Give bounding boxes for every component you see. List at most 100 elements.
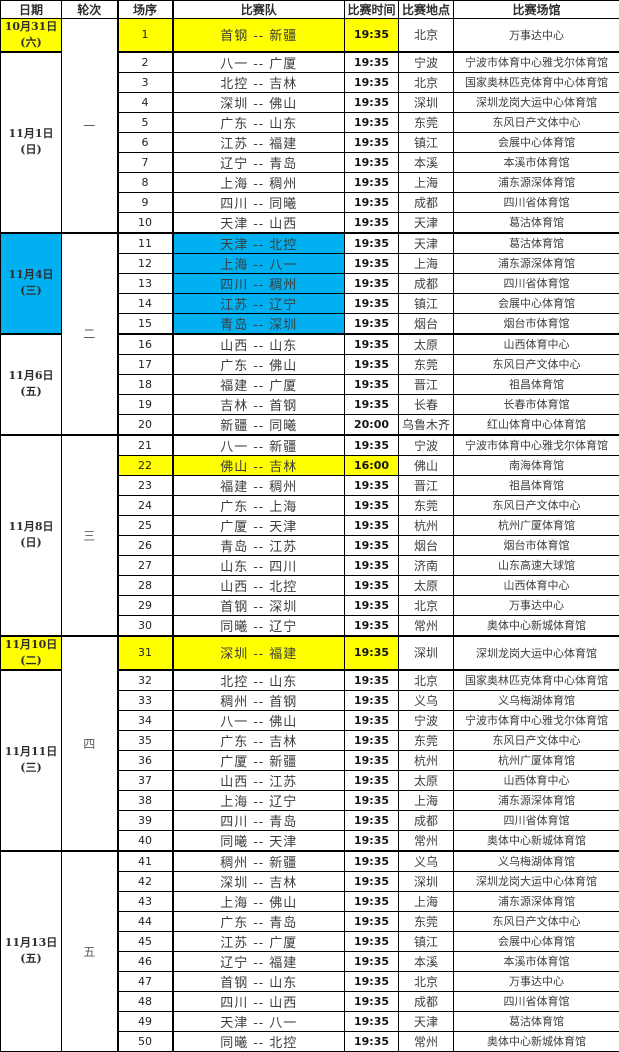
match-no-cell: 24 (118, 495, 173, 515)
time-cell: 19:35 (345, 810, 399, 830)
teams-cell: 山西 -- 北控 (173, 575, 345, 595)
match-no-cell: 4 (118, 92, 173, 112)
location-cell: 深圳 (399, 92, 454, 112)
location-cell: 晋江 (399, 374, 454, 394)
venue-cell: 国家奥林匹克体育中心体育馆 (454, 670, 619, 691)
location-cell: 上海 (399, 172, 454, 192)
teams-cell: 上海 -- 稠州 (173, 172, 345, 192)
venue-cell: 葛沽体育馆 (454, 233, 619, 254)
time-cell: 19:35 (345, 615, 399, 636)
venue-cell: 东风日产文体中心 (454, 112, 619, 132)
teams-cell: 四川 -- 青岛 (173, 810, 345, 830)
location-cell: 宁波 (399, 435, 454, 456)
time-cell: 19:35 (345, 670, 399, 691)
location-cell: 太原 (399, 770, 454, 790)
teams-cell: 福建 -- 广厦 (173, 374, 345, 394)
venue-cell: 义乌梅湖体育馆 (454, 851, 619, 872)
location-cell: 上海 (399, 891, 454, 911)
col-header-round: 轮次 (62, 1, 118, 19)
match-no-cell: 28 (118, 575, 173, 595)
teams-cell: 上海 -- 佛山 (173, 891, 345, 911)
date-cell: 11月10日(二) (1, 636, 62, 670)
location-cell: 宁波 (399, 52, 454, 73)
location-cell: 东莞 (399, 354, 454, 374)
location-cell: 烟台 (399, 535, 454, 555)
time-cell: 19:35 (345, 435, 399, 456)
venue-cell: 东风日产文体中心 (454, 354, 619, 374)
teams-cell: 青岛 -- 江苏 (173, 535, 345, 555)
date-text: 11月13日 (1, 935, 61, 951)
weekday-text: (五) (1, 951, 61, 967)
location-cell: 成都 (399, 810, 454, 830)
time-cell: 19:35 (345, 871, 399, 891)
venue-cell: 东风日产文体中心 (454, 911, 619, 931)
location-cell: 常州 (399, 1031, 454, 1051)
teams-cell: 山西 -- 山东 (173, 334, 345, 355)
location-cell: 上海 (399, 253, 454, 273)
teams-cell: 吉林 -- 首钢 (173, 394, 345, 414)
match-no-cell: 11 (118, 233, 173, 254)
location-cell: 深圳 (399, 871, 454, 891)
location-cell: 杭州 (399, 750, 454, 770)
venue-cell: 深圳龙岗大运中心体育馆 (454, 92, 619, 112)
match-no-cell: 44 (118, 911, 173, 931)
date-text: 11月8日 (1, 519, 61, 535)
venue-cell: 山西体育中心 (454, 770, 619, 790)
time-cell: 19:35 (345, 971, 399, 991)
location-cell: 常州 (399, 830, 454, 851)
match-no-cell: 48 (118, 991, 173, 1011)
match-no-cell: 12 (118, 253, 173, 273)
teams-cell: 四川 -- 山西 (173, 991, 345, 1011)
teams-cell: 江苏 -- 福建 (173, 132, 345, 152)
teams-cell: 四川 -- 同曦 (173, 192, 345, 212)
time-cell: 19:35 (345, 212, 399, 233)
teams-cell: 山东 -- 四川 (173, 555, 345, 575)
teams-cell: 深圳 -- 佛山 (173, 92, 345, 112)
teams-cell: 广厦 -- 新疆 (173, 750, 345, 770)
teams-cell: 广东 -- 山东 (173, 112, 345, 132)
location-cell: 东莞 (399, 495, 454, 515)
teams-cell: 天津 -- 山西 (173, 212, 345, 233)
location-cell: 晋江 (399, 475, 454, 495)
match-no-cell: 40 (118, 830, 173, 851)
date-text: 11月10日 (1, 637, 61, 653)
time-cell: 19:35 (345, 770, 399, 790)
teams-cell: 辽宁 -- 青岛 (173, 152, 345, 172)
teams-cell: 江苏 -- 辽宁 (173, 293, 345, 313)
venue-cell: 浦东源深体育馆 (454, 253, 619, 273)
location-cell: 济南 (399, 555, 454, 575)
teams-cell: 首钢 -- 新疆 (173, 19, 345, 52)
time-cell: 19:35 (345, 273, 399, 293)
venue-cell: 浦东源深体育馆 (454, 790, 619, 810)
teams-cell: 广东 -- 上海 (173, 495, 345, 515)
location-cell: 太原 (399, 334, 454, 355)
location-cell: 常州 (399, 615, 454, 636)
venue-cell: 宁波市体育中心雅戈尔体育馆 (454, 710, 619, 730)
date-cell: 11月4日(三) (1, 233, 62, 334)
location-cell: 北京 (399, 670, 454, 691)
match-no-cell: 49 (118, 1011, 173, 1031)
time-cell: 19:35 (345, 911, 399, 931)
teams-cell: 上海 -- 辽宁 (173, 790, 345, 810)
time-cell: 19:35 (345, 535, 399, 555)
teams-cell: 八一 -- 佛山 (173, 710, 345, 730)
venue-cell: 祖昌体育馆 (454, 475, 619, 495)
venue-cell: 四川省体育馆 (454, 810, 619, 830)
location-cell: 长春 (399, 394, 454, 414)
match-no-cell: 41 (118, 851, 173, 872)
venue-cell: 宁波市体育中心雅戈尔体育馆 (454, 435, 619, 456)
venue-cell: 会展中心体育馆 (454, 132, 619, 152)
match-no-cell: 27 (118, 555, 173, 575)
col-header-teams: 比赛队 (173, 1, 345, 19)
time-cell: 19:35 (345, 334, 399, 355)
teams-cell: 稠州 -- 新疆 (173, 851, 345, 872)
location-cell: 烟台 (399, 313, 454, 334)
date-cell: 11月6日(五) (1, 334, 62, 435)
round-cell: 一 (62, 19, 118, 233)
venue-cell: 杭州广厦体育馆 (454, 750, 619, 770)
venue-cell: 东风日产文体中心 (454, 495, 619, 515)
teams-cell: 福建 -- 稠州 (173, 475, 345, 495)
